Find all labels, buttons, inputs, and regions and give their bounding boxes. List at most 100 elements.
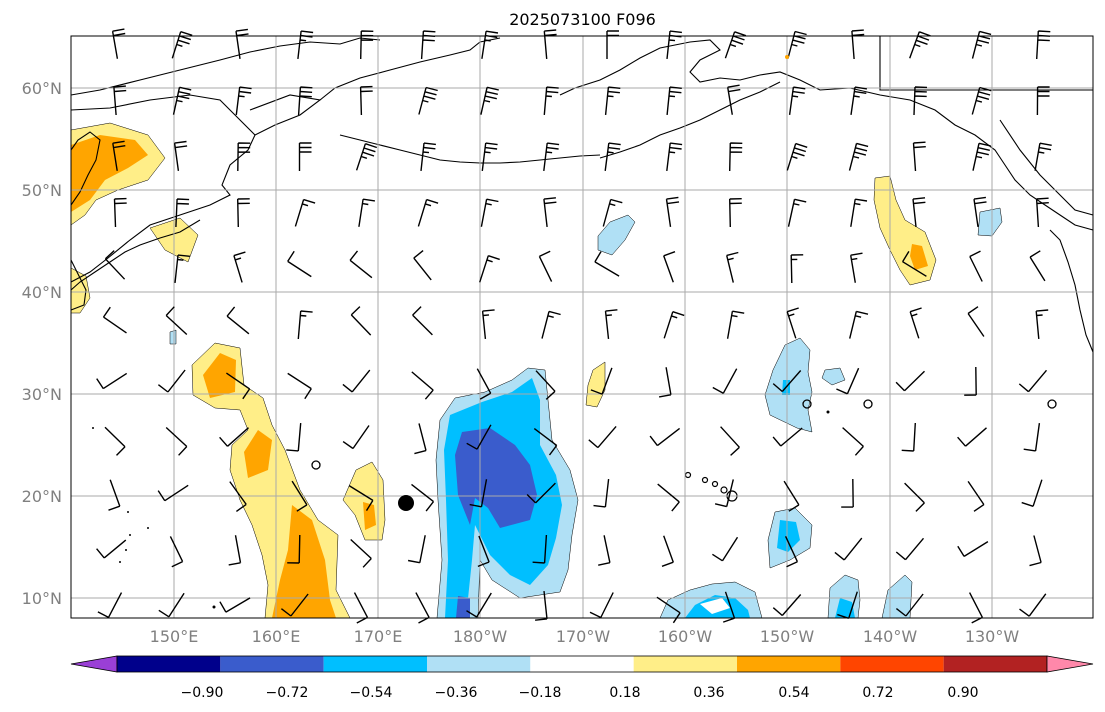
fill-royalblue-central bbox=[455, 428, 537, 528]
coast-canada-border bbox=[879, 36, 1093, 91]
colorbar-tick: −0.36 bbox=[435, 685, 478, 701]
wind-barb bbox=[848, 142, 869, 171]
wind-barb bbox=[712, 368, 738, 394]
wind-barb bbox=[113, 85, 127, 116]
coast-siberia bbox=[70, 37, 381, 96]
wind-barb bbox=[108, 479, 121, 511]
colorbar-bin bbox=[530, 656, 634, 672]
wind-barb bbox=[786, 307, 799, 339]
wind-barb bbox=[973, 196, 987, 227]
wind-barb bbox=[420, 142, 436, 171]
wind-barb bbox=[411, 483, 435, 512]
colorbar-tick: 0.90 bbox=[947, 685, 978, 701]
wind-barb bbox=[350, 306, 372, 336]
wind-barb bbox=[407, 535, 426, 564]
wind-barb bbox=[1036, 30, 1051, 60]
coast-okhotsk bbox=[70, 94, 256, 283]
fill-orange-nw bbox=[71, 135, 148, 212]
wind-barb bbox=[287, 372, 312, 400]
wind-barb bbox=[726, 251, 739, 283]
wind-barb bbox=[1023, 423, 1041, 452]
fill-royalblue-central-b bbox=[456, 596, 470, 618]
colorbar-tick: −0.72 bbox=[266, 685, 309, 701]
colorbar-tick: 0.72 bbox=[862, 685, 893, 701]
colorbar: −0.90 −0.72 −0.54 −0.36 −0.18 0.18 0.36 … bbox=[70, 655, 1094, 701]
wind-barb bbox=[466, 424, 492, 450]
wind-barb bbox=[850, 198, 868, 227]
wind-barb bbox=[588, 425, 617, 449]
wind-barb bbox=[342, 425, 370, 450]
wind-barb bbox=[280, 593, 309, 617]
longitude-labels: 150°E 160°E 170°E 180°W 170°W 160°W 150°… bbox=[150, 627, 1020, 646]
wind-barb bbox=[901, 422, 916, 452]
wind-barb bbox=[1035, 197, 1049, 228]
wind-barb bbox=[412, 306, 433, 336]
wind-barb bbox=[971, 86, 992, 115]
wind-barb bbox=[786, 142, 808, 171]
lon-label: 180°W bbox=[453, 627, 508, 646]
colorbar-tick: −0.18 bbox=[519, 685, 562, 701]
wind-barb bbox=[165, 306, 188, 336]
wind-barb bbox=[661, 535, 674, 567]
wind-barb bbox=[342, 369, 371, 393]
colorbar-under-extension bbox=[70, 655, 118, 673]
wind-barb bbox=[772, 594, 802, 617]
wind-barb bbox=[913, 86, 928, 116]
wind-barb bbox=[526, 482, 556, 504]
coast-na-west bbox=[1049, 229, 1094, 353]
fill-white-e bbox=[700, 598, 730, 614]
wind-barb bbox=[712, 536, 739, 562]
wind-barb bbox=[414, 423, 427, 455]
wind-barb bbox=[480, 86, 499, 115]
wind-barb bbox=[912, 197, 926, 227]
wind-barbs bbox=[96, 28, 1052, 624]
wind-barb bbox=[790, 254, 804, 284]
colorbar-tick: 0.18 bbox=[609, 685, 640, 701]
wind-barb bbox=[902, 251, 927, 277]
colorbar-bins bbox=[116, 655, 1048, 673]
wind-barb bbox=[714, 479, 734, 508]
wind-barb bbox=[476, 368, 492, 400]
wind-barb bbox=[294, 198, 316, 227]
wind-barb bbox=[298, 142, 312, 171]
colorbar-bin bbox=[943, 656, 1047, 672]
wind-barb bbox=[466, 592, 492, 618]
wind-barb bbox=[909, 307, 922, 339]
wind-barb bbox=[219, 427, 249, 447]
wind-barb bbox=[604, 142, 621, 171]
wind-barb bbox=[297, 86, 313, 116]
map-title: 2025073100 F096 bbox=[509, 10, 656, 29]
fill-orange-west-c bbox=[272, 505, 336, 618]
wind-barb bbox=[543, 197, 557, 227]
wind-barb bbox=[97, 592, 123, 619]
wind-barb bbox=[157, 369, 186, 393]
wind-barb bbox=[226, 372, 251, 400]
wind-barb bbox=[602, 198, 623, 227]
wind-barb bbox=[112, 140, 126, 171]
wind-barb bbox=[233, 251, 246, 283]
coastlines bbox=[70, 36, 1094, 353]
wind-barb bbox=[1029, 250, 1046, 282]
wind-barb bbox=[1035, 309, 1049, 339]
lat-label: 10°N bbox=[22, 589, 62, 608]
wind-barb bbox=[360, 30, 374, 60]
wind-barb bbox=[229, 481, 247, 512]
fill-lightblue-a bbox=[597, 214, 636, 256]
lat-label: 20°N bbox=[22, 487, 62, 506]
wind-barb bbox=[606, 30, 619, 59]
wind-barb bbox=[348, 485, 374, 511]
wind-barb bbox=[957, 541, 989, 557]
wind-barb bbox=[165, 426, 188, 456]
colorbar-over-extension bbox=[1046, 655, 1094, 673]
wind-barb bbox=[772, 427, 803, 447]
wind-barb bbox=[657, 483, 680, 512]
calm-wind-markers bbox=[311, 399, 1057, 470]
wind-barb bbox=[972, 142, 991, 171]
colorbar-tick: 0.36 bbox=[693, 685, 724, 701]
coast-aleutians bbox=[339, 134, 601, 164]
wind-barb bbox=[543, 142, 560, 171]
wind-barb bbox=[287, 250, 312, 278]
wind-barb bbox=[969, 250, 983, 282]
colorbar-bin bbox=[633, 656, 737, 672]
